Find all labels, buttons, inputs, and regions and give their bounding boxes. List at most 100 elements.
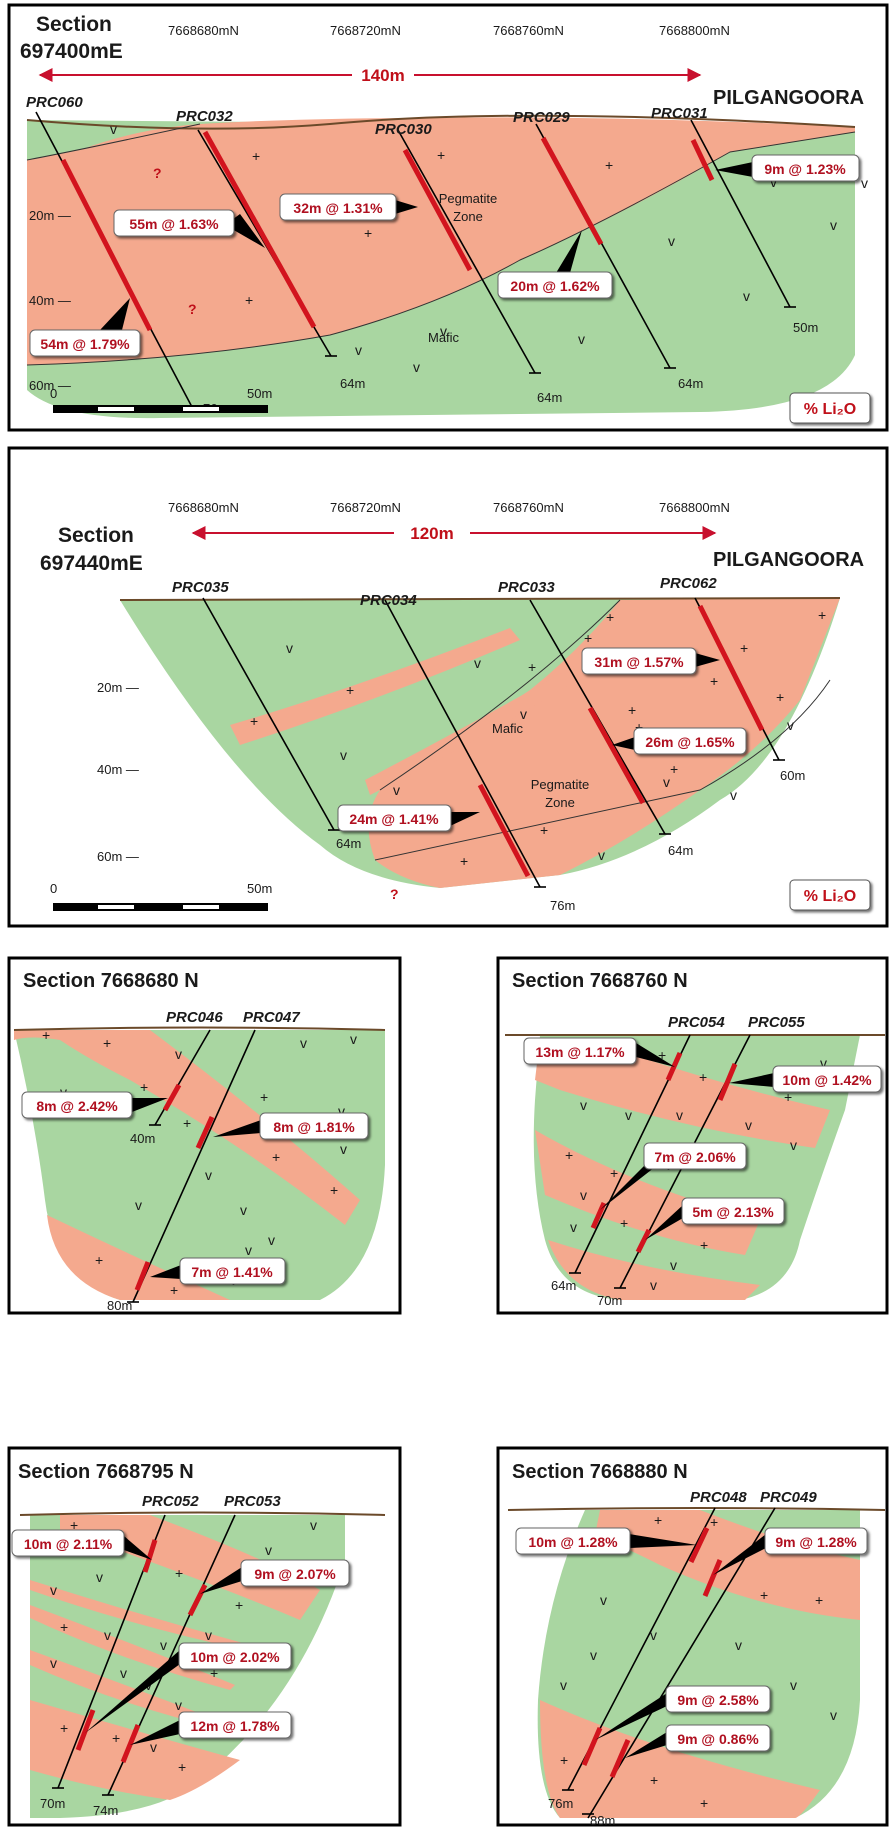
svg-text:+: + <box>610 1165 618 1181</box>
svg-text:+: + <box>140 1079 148 1095</box>
svg-text:+: + <box>252 148 260 164</box>
svg-text:+: + <box>364 225 372 241</box>
intercept-callouts: 54m @ 1.79% 55m @ 1.63% 32m @ 1.31% 20m … <box>29 154 860 357</box>
svg-text:v: v <box>830 217 837 233</box>
end-depth: 76m <box>548 1796 573 1811</box>
section-697440me: vv++ ++v + ++++ +++ v vv+ + vvv ? Section 6… <box>7 446 889 928</box>
svg-text:v: v <box>663 774 670 790</box>
zone-label: Zone <box>453 209 483 224</box>
svg-text:+: + <box>818 607 826 623</box>
svg-text:+: + <box>437 147 445 163</box>
svg-text:v: v <box>50 1655 57 1671</box>
svg-text:v: v <box>175 1046 182 1062</box>
intercept-label: 7m @ 2.06% <box>654 1149 736 1165</box>
intercept-label: 10m @ 1.42% <box>782 1072 872 1088</box>
intercept-bars <box>60 130 715 332</box>
intercept-label: 24m @ 1.41% <box>349 811 439 827</box>
svg-text:v: v <box>340 1141 347 1157</box>
svg-text:+: + <box>42 1027 50 1043</box>
intercept-bars <box>75 1539 208 1763</box>
intercept-label: 20m @ 1.62% <box>510 278 600 294</box>
svg-text:v: v <box>625 1107 632 1123</box>
scale-start: 0 <box>50 881 57 896</box>
surface-line <box>13 1026 386 1031</box>
svg-text:v: v <box>205 1167 212 1183</box>
surface-line <box>19 1511 386 1516</box>
svg-text:+: + <box>700 1237 708 1253</box>
svg-text:v: v <box>150 1739 157 1755</box>
svg-text:+: + <box>670 761 678 777</box>
svg-text:v: v <box>440 323 447 339</box>
svg-text:v: v <box>240 1202 247 1218</box>
northing-label: 7668680mN <box>168 500 239 515</box>
svg-text:+: + <box>272 1149 280 1165</box>
svg-text:v: v <box>650 1277 657 1293</box>
svg-text:v: v <box>560 1677 567 1693</box>
pegmatite-zone <box>368 598 840 888</box>
zone-label: Zone <box>545 795 575 810</box>
section-width: 140m <box>361 66 404 85</box>
svg-text:v: v <box>650 1627 657 1643</box>
intercept-bars <box>134 1083 215 1291</box>
svg-text:+: + <box>210 1665 218 1681</box>
intercept-label: 5m @ 2.13% <box>692 1204 774 1220</box>
svg-text:v: v <box>300 1035 307 1051</box>
section-title: Section 7668680 N <box>23 970 199 992</box>
hole-label: PRC032 <box>176 108 233 125</box>
mafic-label: Mafic <box>492 721 524 736</box>
section-easting: 697440mE <box>40 552 143 575</box>
svg-text:+: + <box>740 640 748 656</box>
svg-text:+: + <box>178 1759 186 1775</box>
svg-text:+: + <box>528 659 536 675</box>
svg-text:+: + <box>815 1592 823 1608</box>
svg-text:+: + <box>654 1512 662 1528</box>
svg-text:+: + <box>60 1720 68 1736</box>
northing-label: 7668760mN <box>493 23 564 38</box>
svg-text:v: v <box>790 1137 797 1153</box>
end-depth: 70m <box>597 1293 622 1308</box>
svg-text:v: v <box>578 331 585 347</box>
svg-text:v: v <box>830 1707 837 1723</box>
pegmatite-lens <box>30 1580 250 1650</box>
zone-label: Pegmatite <box>531 777 590 792</box>
svg-text:v: v <box>820 1055 827 1071</box>
svg-text:v: v <box>160 1637 167 1653</box>
pegmatite-lens <box>30 1650 230 1730</box>
intercept-callouts: 8m @ 2.42% 8m @ 1.81% 7m @ 1.41% <box>21 1091 369 1285</box>
svg-text:v: v <box>730 787 737 803</box>
hole-label: PRC052 <box>142 1493 199 1510</box>
svg-text:+: + <box>710 1514 718 1530</box>
svg-text:v: v <box>310 1517 317 1533</box>
svg-text:+: + <box>95 1252 103 1268</box>
hole-label: PRC034 <box>360 592 417 609</box>
svg-text:v: v <box>245 1242 252 1258</box>
hole-label: PRC055 <box>748 1014 805 1031</box>
svg-text:+: + <box>235 1597 243 1613</box>
end-depth: 64m <box>551 1278 576 1293</box>
project-name: PILGANGOORA <box>713 549 864 571</box>
hole-label: PRC049 <box>760 1489 817 1506</box>
svg-text:v: v <box>265 1542 272 1558</box>
svg-text:v: v <box>340 747 347 763</box>
svg-text:+: + <box>560 1752 568 1768</box>
intercept-label: 8m @ 2.42% <box>36 1098 118 1114</box>
svg-text:+: + <box>330 1182 338 1198</box>
uncertain-marker: ? <box>390 886 399 902</box>
svg-text:+: + <box>635 719 643 735</box>
svg-text:v: v <box>50 1582 57 1598</box>
intercept-callouts: 10m @ 1.28% 9m @ 1.28% 9m @ 2.58% 9m @ 0… <box>515 1527 868 1758</box>
northing-label: 7668720mN <box>330 500 401 515</box>
svg-text:v: v <box>350 1031 357 1047</box>
intercept-callouts: 31m @ 1.57% 26m @ 1.65% 24m @ 1.41% <box>337 647 747 832</box>
intercept-callouts: 13m @ 1.17% 10m @ 1.42% 7m @ 2.06% 5m @ … <box>523 1037 882 1240</box>
legend-li2o: % Li₂O <box>804 888 856 905</box>
end-depth: 80m <box>107 1298 132 1313</box>
svg-text:v: v <box>787 717 794 733</box>
svg-text:v: v <box>474 655 481 671</box>
